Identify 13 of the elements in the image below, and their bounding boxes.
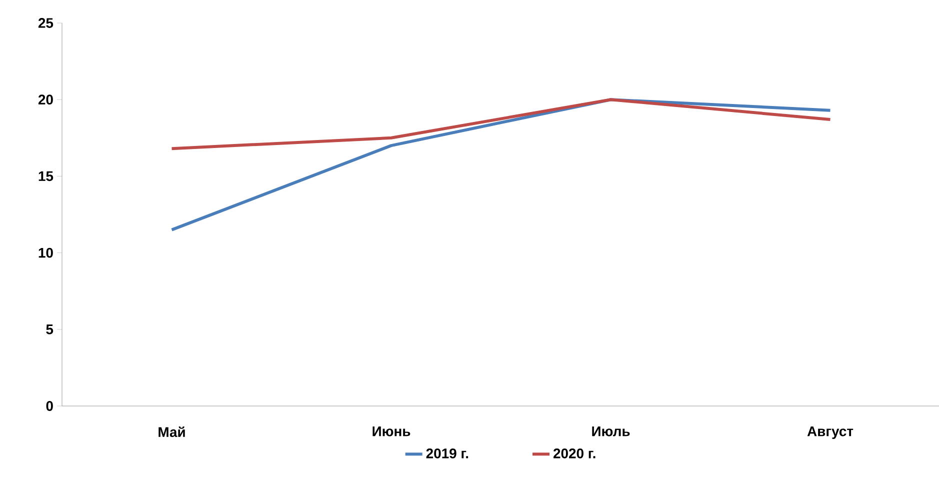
y-tick-label: 0: [46, 401, 53, 411]
x-tick-label: Июль: [592, 426, 630, 436]
y-tick-label: 5: [46, 324, 54, 334]
y-tick-label: 25: [38, 18, 54, 28]
line-series: [170, 98, 832, 150]
legend-label: 2019 г.: [426, 448, 468, 458]
x-tick-label: Май: [158, 426, 185, 438]
y-tick-label: 20: [38, 94, 53, 105]
legend-label: 2020 г.: [553, 448, 596, 458]
x-tick-label: Июнь: [372, 426, 410, 436]
y-tick-label: 10: [38, 248, 53, 258]
x-tick-label: Август: [807, 426, 854, 440]
y-tick-label: 15: [38, 171, 54, 182]
